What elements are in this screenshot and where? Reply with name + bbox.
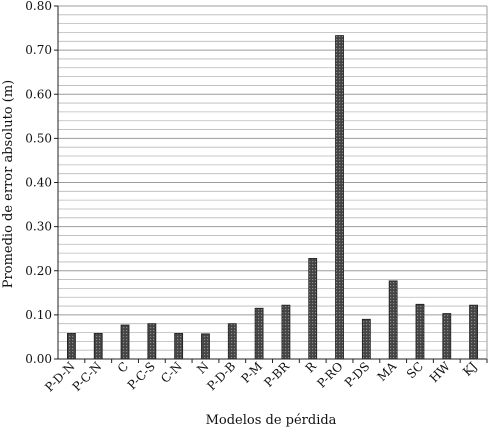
- bar-C-N: [174, 333, 184, 360]
- y-tick-label: 0.20: [25, 264, 52, 278]
- grid-lines: [58, 5, 487, 351]
- y-tick-labels: 0.00 0.10 0.20 0.30 0.40 0.50 0.60 0.70 0.80: [25, 0, 52, 366]
- bar-P-RO: [335, 35, 344, 360]
- y-tick-label: 0.70: [25, 43, 52, 57]
- x-tick-label: SC: [404, 359, 426, 381]
- bar-MA: [388, 280, 398, 360]
- bar-SC: [415, 303, 425, 360]
- axes: [54, 5, 488, 363]
- x-tick-labels: P-D-NP-C-N CP-C-S C-N NP-D-B P-MP-BR RP-ROP-D…: [42, 359, 480, 395]
- bar-C: [120, 324, 130, 360]
- bar-P-D-B: [227, 323, 237, 360]
- bar-HW: [442, 313, 452, 360]
- x-tick-label: KJ: [460, 359, 480, 379]
- y-tick-label: 0.30: [25, 220, 52, 234]
- x-tick-label: P-D-B: [204, 359, 238, 393]
- bar-R: [308, 257, 318, 360]
- bar-P-M: [254, 307, 264, 360]
- y-tick-label: 0.40: [25, 176, 52, 190]
- bar-P-C-S: [147, 323, 157, 360]
- x-tick-label: P-M: [239, 359, 266, 386]
- x-tick-label: C-N: [158, 359, 185, 386]
- bar-P-DS: [361, 318, 371, 360]
- x-tick-label: P-DS: [342, 359, 373, 390]
- x-axis-title: Modelos de pérdida: [206, 413, 337, 428]
- x-tick-label: C: [115, 359, 131, 375]
- bar-P-C-N: [93, 333, 103, 360]
- x-tick-label: P-C-S: [125, 359, 158, 392]
- bar-N: [201, 333, 210, 360]
- y-tick-label: 0.60: [25, 87, 52, 101]
- x-tick-label: P-C-N: [70, 359, 105, 394]
- y-tick-label: 0.10: [25, 308, 52, 322]
- x-tick-label: MA: [375, 359, 400, 384]
- x-tick-label: R: [303, 359, 320, 376]
- y-tick-label: 0.00: [25, 352, 52, 366]
- bar-P-BR: [281, 304, 291, 360]
- y-tick-label: 0.50: [25, 131, 52, 145]
- bar-KJ: [469, 304, 478, 360]
- x-tick-label: P-RO: [314, 359, 345, 390]
- y-axis-title: Promedio de error absoluto (m): [1, 80, 16, 288]
- x-tick-label: N: [194, 359, 211, 376]
- bar-P-D-N: [67, 333, 76, 360]
- x-tick-label: P-BR: [261, 359, 292, 390]
- bars: [67, 35, 478, 360]
- y-tick-label: 0.80: [25, 0, 52, 13]
- x-tick-label: HW: [427, 359, 453, 385]
